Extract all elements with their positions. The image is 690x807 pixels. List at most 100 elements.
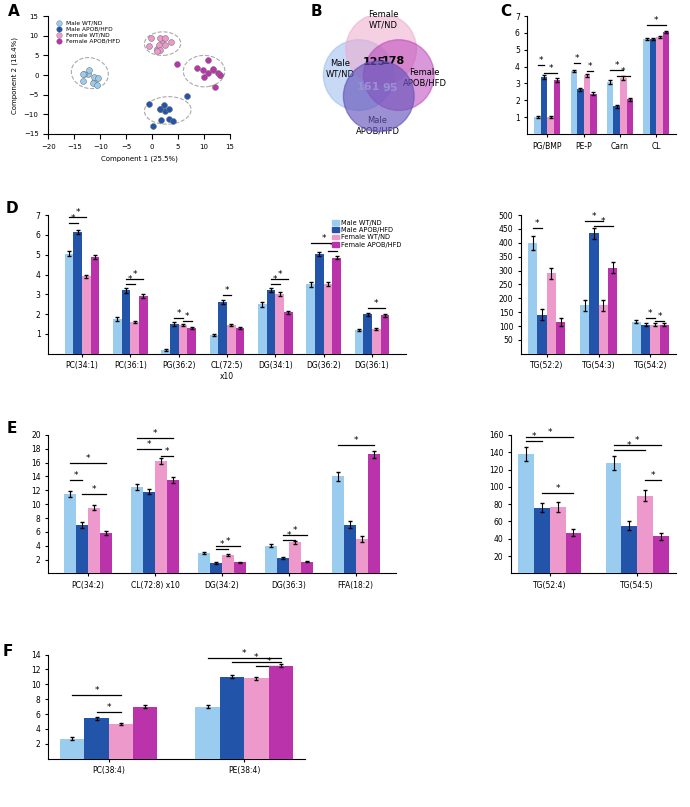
Point [164, 102, 175, 115]
Bar [607, 82, 613, 134]
Point [163, 112, 174, 125]
Bar [155, 461, 167, 574]
Bar [541, 77, 547, 134]
Text: 125: 125 [363, 56, 386, 66]
Bar [73, 232, 82, 353]
Point [153, 39, 164, 52]
Bar [381, 315, 389, 353]
Text: *: * [177, 309, 181, 318]
Bar [355, 330, 363, 353]
Text: *: * [185, 312, 190, 321]
Bar [620, 78, 627, 134]
Point [215, 69, 226, 82]
Text: Male
WT/ND: Male WT/ND [326, 60, 355, 79]
Bar [133, 707, 157, 759]
Bar [60, 738, 84, 759]
Point [92, 78, 103, 91]
Point [167, 115, 178, 128]
Bar [632, 322, 641, 353]
Bar [638, 495, 653, 574]
Bar [577, 90, 584, 134]
Point [146, 31, 157, 44]
Text: 161: 161 [357, 82, 380, 92]
Text: *: * [588, 62, 593, 71]
Bar [266, 291, 275, 353]
Point [155, 114, 166, 127]
Point [78, 68, 89, 81]
Point [78, 75, 89, 88]
Bar [538, 315, 546, 353]
Bar [355, 539, 368, 574]
Point [152, 44, 163, 57]
Text: *: * [86, 454, 90, 462]
Bar [234, 562, 246, 574]
Bar [161, 350, 170, 353]
Point [89, 71, 100, 84]
Bar [220, 677, 244, 759]
Point [155, 102, 166, 115]
Point [82, 68, 93, 81]
Bar [306, 284, 315, 353]
Bar [82, 277, 90, 353]
Bar [363, 314, 372, 353]
Bar [258, 304, 266, 353]
Bar [656, 37, 663, 134]
Text: *: * [128, 275, 132, 284]
Bar [651, 324, 660, 353]
Text: *: * [575, 54, 580, 63]
Text: *: * [651, 471, 656, 480]
Text: *: * [330, 242, 335, 251]
Text: E: E [7, 421, 17, 436]
Bar [244, 679, 268, 759]
Bar [606, 462, 622, 574]
Bar [663, 32, 669, 134]
Text: *: * [106, 703, 111, 712]
Circle shape [364, 40, 434, 111]
Text: *: * [225, 286, 229, 295]
Point [147, 119, 158, 132]
Bar [275, 295, 284, 353]
Bar [332, 476, 344, 574]
Bar [121, 291, 130, 353]
Text: *: * [165, 446, 169, 456]
Point [156, 34, 167, 47]
Bar [143, 491, 155, 574]
Bar [218, 303, 227, 353]
Bar [571, 71, 577, 134]
Bar [284, 312, 293, 353]
Bar [109, 724, 133, 759]
Text: *: * [353, 437, 358, 445]
Point [88, 76, 99, 89]
Point [202, 53, 213, 66]
Bar [277, 558, 289, 574]
Text: Female
WT/ND: Female WT/ND [368, 10, 399, 29]
Text: *: * [591, 211, 596, 220]
Bar [550, 507, 566, 574]
Text: *: * [635, 437, 640, 445]
Bar [139, 296, 148, 353]
Text: 95: 95 [382, 83, 397, 93]
Text: *: * [322, 234, 326, 243]
Point [207, 64, 218, 77]
Bar [179, 325, 187, 353]
X-axis label: Component 1 (25.5%): Component 1 (25.5%) [101, 155, 177, 161]
Text: *: * [615, 61, 619, 70]
Bar [546, 274, 556, 353]
Bar [580, 305, 589, 353]
Circle shape [346, 14, 417, 85]
Point [166, 36, 177, 48]
Bar [589, 233, 598, 353]
Bar [65, 253, 73, 353]
Text: Female
APOB/HFD: Female APOB/HFD [403, 68, 446, 87]
Bar [534, 508, 550, 574]
Bar [333, 257, 341, 353]
Bar [556, 322, 565, 353]
Point [215, 69, 226, 82]
Point [202, 66, 213, 79]
Circle shape [324, 40, 394, 111]
Text: Male
APOB/HFD: Male APOB/HFD [355, 116, 400, 136]
Point [192, 62, 203, 75]
Point [207, 62, 218, 75]
Point [144, 98, 155, 111]
Point [198, 64, 209, 77]
